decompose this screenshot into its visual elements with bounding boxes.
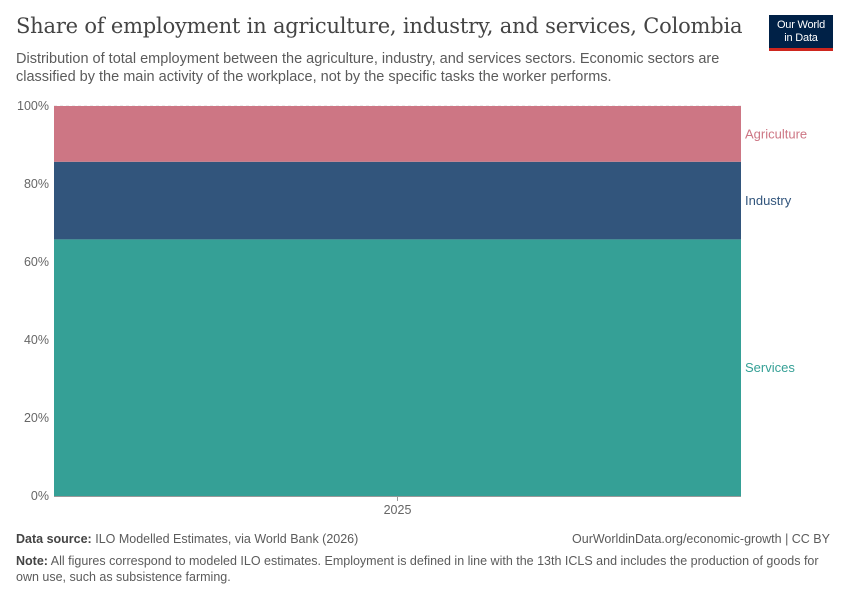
y-tick-label: 0%: [31, 489, 49, 503]
x-axis: 2025: [54, 496, 741, 517]
logo-line-2: in Data: [784, 32, 818, 44]
legend: Services Industry Agriculture: [745, 126, 807, 375]
legend-label-industry[interactable]: Industry: [745, 193, 792, 208]
data-source: Data source: ILO Modelled Estimates, via…: [16, 532, 358, 546]
bar-segment-agriculture[interactable]: [54, 106, 741, 162]
bar-segment-industry[interactable]: [54, 161, 741, 240]
legend-label-services[interactable]: Services: [745, 360, 795, 375]
bars: [54, 106, 741, 496]
logo-line-1: Our World: [776, 19, 826, 31]
chart-title: Share of employment in agriculture, indu…: [16, 14, 743, 38]
y-tick-label: 60%: [24, 255, 49, 269]
y-tick-label: 80%: [24, 177, 49, 191]
y-tick-label: 100%: [17, 99, 49, 113]
bar-segment-services[interactable]: [54, 239, 741, 496]
stacked-bar-chart: 0% 20% 40% 60% 80% 100% 2025 Services Industry…: [17, 99, 807, 517]
y-tick-label: 20%: [24, 411, 49, 425]
chart-subtitle: Distribution of total employment between…: [16, 51, 720, 85]
data-source-text[interactable]: ILO Modelled Estimates, via World Bank (…: [95, 532, 359, 546]
owid-logo[interactable]: Our World in Data: [769, 15, 833, 51]
x-tick-label: 2025: [384, 503, 412, 517]
note-text: All figures correspond to modeled ILO es…: [16, 554, 819, 584]
legend-label-agriculture[interactable]: Agriculture: [745, 126, 807, 141]
y-axis: 0% 20% 40% 60% 80% 100%: [17, 99, 49, 503]
chart-note: Note: All figures correspond to modeled …: [16, 553, 831, 585]
data-source-label: Data source:: [16, 532, 92, 546]
source-url[interactable]: OurWorldinData.org/economic-growth | CC …: [572, 532, 830, 546]
note-label: Note:: [16, 554, 48, 568]
y-tick-label: 40%: [24, 333, 49, 347]
